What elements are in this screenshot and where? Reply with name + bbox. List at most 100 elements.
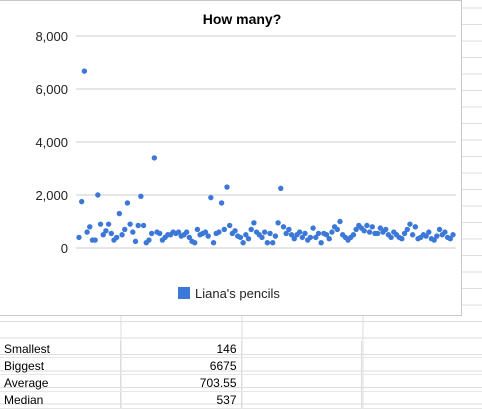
data-point: [216, 229, 222, 235]
data-point: [442, 229, 448, 235]
stats-table: Smallest 146 Biggest 6675 Average 703.55 Media…: [0, 341, 482, 409]
empty-cell[interactable]: [361, 391, 482, 409]
data-point: [132, 238, 139, 245]
data-point: [105, 221, 112, 227]
stat-value[interactable]: 703.55: [120, 374, 242, 392]
empty-cell[interactable]: [361, 357, 482, 375]
data-point: [248, 226, 254, 233]
data-point: [157, 230, 163, 237]
data-point: [175, 229, 182, 235]
data-point: [124, 200, 131, 206]
data-point: [237, 234, 244, 241]
data-point: [299, 234, 306, 241]
data-point: [412, 224, 419, 230]
stat-label[interactable]: Median: [0, 391, 121, 409]
data-point: [148, 230, 155, 237]
data-point: [318, 240, 324, 246]
data-point: [434, 233, 440, 239]
data-point: [218, 200, 225, 206]
y-tick-label: 2,000: [35, 188, 68, 203]
data-point: [329, 229, 335, 235]
empty-cell[interactable]: [241, 374, 362, 392]
stat-label[interactable]: Smallest: [0, 341, 121, 358]
stats-row: Median 537: [0, 391, 482, 409]
data-point: [377, 225, 384, 231]
y-tick-label: 6,000: [35, 82, 68, 97]
data-point: [183, 229, 190, 235]
scatter-chart[interactable]: How many? 0 2,000 4,000 6,000 8,000 Liana's …: [0, 0, 462, 316]
stat-value[interactable]: 537: [120, 391, 242, 409]
data-point: [191, 240, 198, 246]
y-tick-label: 8,000: [35, 29, 68, 44]
data-point: [251, 220, 257, 226]
legend-swatch: [178, 287, 190, 299]
data-point: [302, 230, 308, 237]
data-point: [364, 222, 370, 229]
data-point: [135, 222, 141, 229]
stats-row: Biggest 6675: [0, 357, 482, 375]
data-point: [127, 221, 133, 227]
empty-cell[interactable]: [241, 391, 362, 409]
data-point: [267, 230, 273, 237]
data-point: [334, 226, 341, 233]
stat-value[interactable]: 6675: [120, 357, 242, 375]
data-point: [259, 234, 265, 241]
data-point: [224, 184, 230, 190]
stat-label[interactable]: Average: [0, 374, 121, 392]
data-point: [388, 234, 394, 241]
data-point: [122, 226, 128, 233]
data-point: [447, 236, 454, 242]
data-point: [426, 229, 432, 235]
data-point: [210, 240, 217, 246]
data-point: [286, 226, 292, 233]
data-point: [221, 226, 227, 233]
data-point: [100, 232, 106, 238]
data-point: [113, 234, 120, 241]
data-point: [270, 240, 276, 246]
data-point: [151, 155, 158, 161]
data-point: [423, 233, 429, 239]
data-point: [264, 240, 271, 246]
data-point: [186, 234, 193, 241]
data-point: [245, 236, 252, 242]
data-point: [280, 224, 287, 230]
chart-points: [76, 68, 456, 246]
data-point: [291, 236, 297, 242]
empty-cell[interactable]: [361, 374, 482, 392]
stat-value[interactable]: 146: [120, 341, 242, 358]
data-point: [307, 234, 314, 241]
data-point: [369, 224, 375, 230]
data-point: [119, 232, 125, 238]
data-point: [116, 210, 123, 217]
chart-gridlines: [76, 35, 456, 249]
data-point: [401, 230, 408, 237]
data-point: [87, 224, 93, 230]
data-point: [337, 218, 343, 225]
empty-cell[interactable]: [241, 341, 362, 358]
data-point: [208, 194, 214, 201]
data-point: [243, 232, 249, 238]
data-point: [226, 222, 233, 229]
stats-row: Average 703.55: [0, 374, 482, 392]
empty-cell[interactable]: [361, 341, 482, 358]
data-point: [283, 230, 289, 237]
data-point: [326, 236, 332, 242]
stat-label[interactable]: Biggest: [0, 357, 121, 375]
data-point: [130, 229, 136, 235]
y-tick-label: 0: [61, 241, 68, 256]
stats-row: Smallest 146: [0, 341, 482, 358]
data-point: [409, 232, 416, 238]
data-point: [431, 237, 437, 243]
data-point: [202, 229, 209, 235]
data-point: [353, 226, 359, 233]
data-point: [366, 229, 373, 235]
data-point: [95, 192, 101, 198]
empty-cell[interactable]: [241, 357, 362, 375]
chart-title: How many?: [203, 11, 282, 27]
data-point: [450, 232, 456, 238]
data-point: [310, 225, 316, 231]
data-point: [272, 233, 279, 239]
data-point: [84, 229, 90, 235]
chart-container[interactable]: [0, 0, 462, 316]
data-point: [350, 232, 357, 238]
